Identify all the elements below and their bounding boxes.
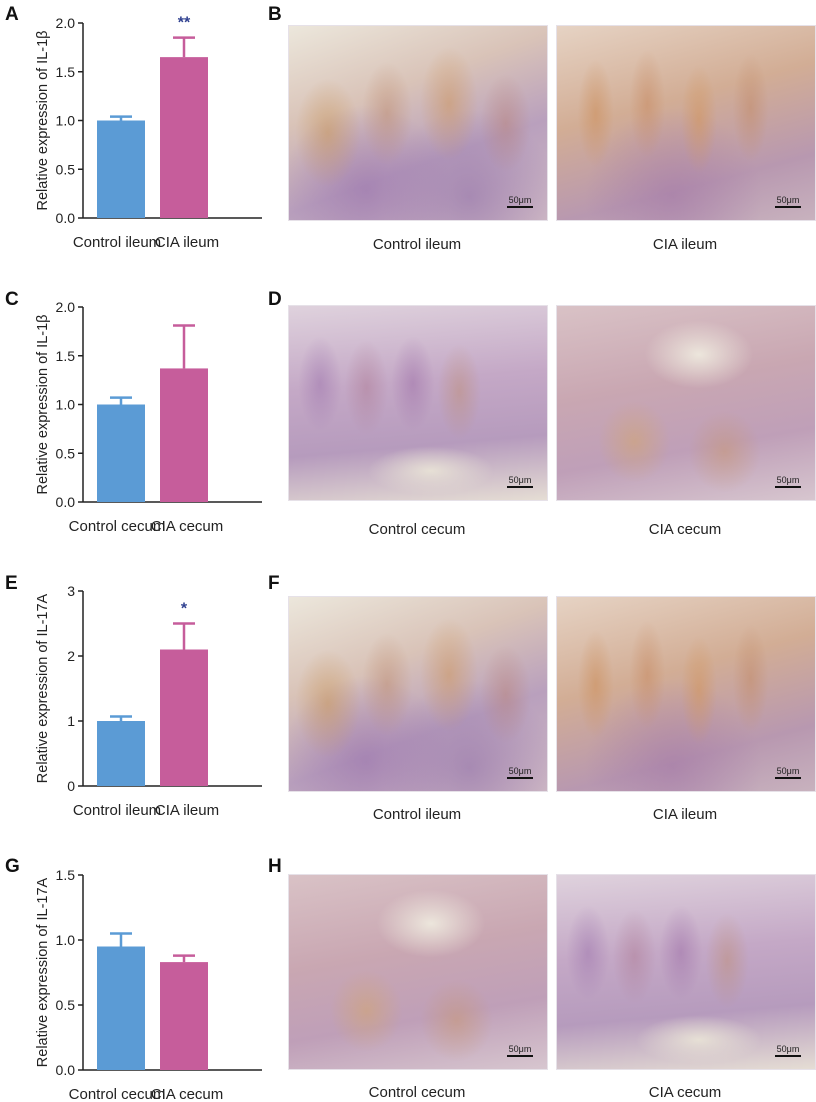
- bar-chart-a: 0.0 0.5 1.0 1.5 2.0 Relative expression of IL…: [35, 15, 262, 251]
- bar-control: [97, 946, 145, 1070]
- y-tick-label: 0.5: [56, 445, 76, 461]
- scale-bar: 50μm: [507, 475, 533, 488]
- category-label: Control cecum: [69, 518, 166, 535]
- caption-f-cia: CIA ileum: [652, 806, 718, 823]
- caption-d-cia: CIA cecum: [648, 521, 722, 538]
- y-tick-label: 0: [67, 778, 75, 794]
- micrograph-h-control: 50μm: [288, 874, 548, 1070]
- category-label: CIA ileum: [155, 234, 219, 251]
- y-tick-label: 1.0: [56, 932, 76, 948]
- scale-bar: 50μm: [775, 766, 801, 779]
- caption-b-cia: CIA ileum: [652, 236, 718, 253]
- scale-bar: 50μm: [775, 475, 801, 488]
- panel-label-a: A: [5, 4, 19, 25]
- y-tick-label: 2.0: [56, 15, 76, 31]
- scale-bar: 50μm: [775, 1044, 801, 1057]
- y-axis-label: Relative expression of IL-1β: [35, 30, 51, 210]
- panel-label-h: H: [268, 856, 282, 877]
- bar-chart-g: 0.0 0.5 1.0 1.5 Relative expression of IL-17…: [35, 867, 262, 1102]
- y-tick-label: 1.5: [56, 867, 76, 883]
- micrograph-b-cia: 50μm: [556, 25, 816, 221]
- significance-marker: *: [181, 601, 188, 618]
- y-tick-label: 0.0: [56, 1062, 76, 1078]
- y-tick-label: 0.0: [56, 210, 76, 226]
- y-tick-label: 0.5: [56, 997, 76, 1013]
- y-tick-label: 1.0: [56, 397, 76, 413]
- bar-cia: [160, 962, 208, 1070]
- caption-f-control: Control ileum: [372, 806, 462, 823]
- y-tick-label: 0.0: [56, 494, 76, 510]
- category-label: Control cecum: [69, 1086, 166, 1102]
- micrograph-f-cia: 50μm: [556, 596, 816, 792]
- significance-marker: **: [178, 15, 191, 32]
- panel-label-b: B: [268, 4, 282, 25]
- bar-cia: [160, 649, 208, 786]
- panel-label-f: F: [268, 573, 280, 594]
- micrograph-b-control: 50μm: [288, 25, 548, 221]
- category-label: CIA ileum: [155, 802, 219, 819]
- bar-chart-c: 0.0 0.5 1.0 1.5 2.0 Relative expression of IL…: [35, 299, 262, 535]
- panel-label-e: E: [5, 573, 18, 594]
- bar-control: [97, 120, 145, 218]
- bar-cia: [160, 368, 208, 502]
- panel-label-d: D: [268, 289, 282, 310]
- y-axis-label: Relative expression of IL-1β: [35, 314, 51, 494]
- micrograph-h-cia: 50μm: [556, 874, 816, 1070]
- y-tick-label: 2.0: [56, 299, 76, 315]
- bar-control: [97, 721, 145, 786]
- micrograph-f-control: 50μm: [288, 596, 548, 792]
- y-tick-label: 1.5: [56, 348, 76, 364]
- scale-bar: 50μm: [507, 195, 533, 208]
- y-tick-label: 3: [67, 583, 75, 599]
- y-tick-label: 2: [67, 648, 75, 664]
- y-tick-label: 1.5: [56, 64, 76, 80]
- category-label: Control ileum: [73, 234, 161, 251]
- y-axis-label: Relative expression of IL-17A: [35, 877, 51, 1067]
- caption-h-control: Control cecum: [368, 1084, 466, 1101]
- panel-label-c: C: [5, 289, 19, 310]
- category-label: CIA cecum: [151, 1086, 224, 1102]
- bar-control: [97, 404, 145, 502]
- caption-d-control: Control cecum: [368, 521, 466, 538]
- scale-bar: 50μm: [507, 1044, 533, 1057]
- micrograph-d-control: 50μm: [288, 305, 548, 501]
- bar-cia: [160, 57, 208, 218]
- scale-bar: 50μm: [775, 195, 801, 208]
- category-label: CIA cecum: [151, 518, 224, 535]
- caption-b-control: Control ileum: [372, 236, 462, 253]
- caption-h-cia: CIA cecum: [648, 1084, 722, 1101]
- micrograph-d-cia: 50μm: [556, 305, 816, 501]
- y-tick-label: 1.0: [56, 113, 76, 129]
- panel-label-g: G: [5, 856, 20, 877]
- y-tick-label: 0.5: [56, 161, 76, 177]
- scale-bar: 50μm: [507, 766, 533, 779]
- y-axis-label: Relative expression of IL-17A: [35, 593, 51, 783]
- y-tick-label: 1: [67, 713, 75, 729]
- bar-chart-e: 0 1 2 3 Relative expression of IL-17A Control…: [35, 583, 262, 819]
- category-label: Control ileum: [73, 802, 161, 819]
